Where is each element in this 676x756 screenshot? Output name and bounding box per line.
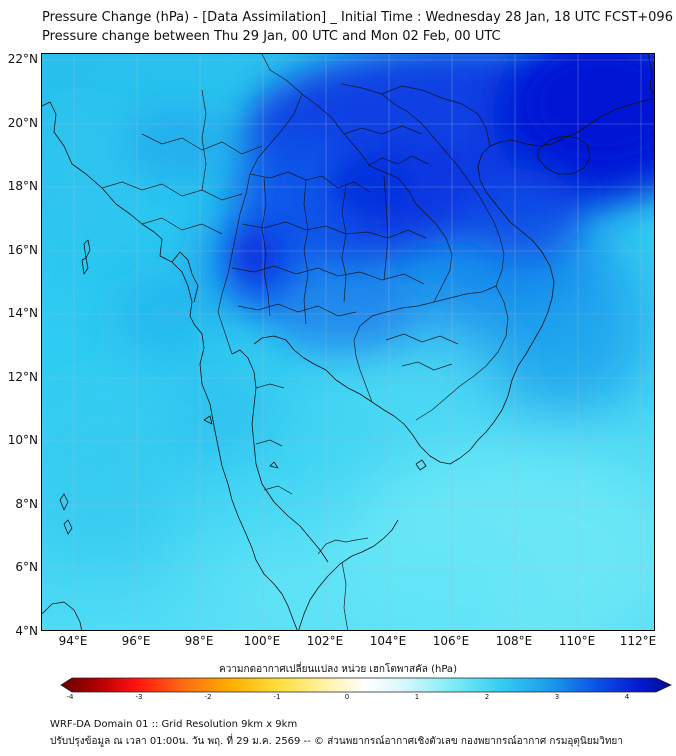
grid-lines (42, 54, 654, 630)
footer-credit: ปรับปรุงข้อมูล ณ เวลา 01:00น. วัน พฤ. ที… (50, 736, 623, 747)
pressure-field (42, 54, 654, 630)
colorbar-tick: -4 (66, 693, 74, 701)
coastlines (42, 54, 654, 630)
lat-label-8: 8°N (15, 497, 38, 511)
colorbar-tick: -2 (204, 693, 212, 701)
colorbar-tick: 4 (624, 693, 630, 701)
lat-label-16: 16°N (7, 243, 38, 257)
lat-label-10: 10°N (7, 433, 38, 447)
colorbar-tick: 2 (484, 693, 490, 701)
lat-label-4: 4°N (15, 624, 38, 638)
lon-label-104: 104°E (369, 634, 407, 648)
lon-label-98: 98°E (184, 634, 214, 648)
colorbar-tick: -3 (135, 693, 143, 701)
lat-label-22: 22°N (7, 52, 38, 66)
pressure-change-map (42, 54, 654, 630)
colorbar-tick: 3 (554, 693, 560, 701)
lat-label-18: 18°N (7, 179, 38, 193)
lon-label-96: 96°E (121, 634, 151, 648)
country-borders (101, 54, 509, 630)
lon-label-112: 112°E (619, 634, 657, 648)
map-title: Pressure Change (hPa) - [Data Assimilati… (42, 10, 673, 25)
lon-label-102: 102°E (306, 634, 344, 648)
colorbar (60, 677, 672, 693)
colorbar-title: ความกดอากาศเปลี่ยนแปลง หน่วย เฮกโตพาสคัล… (219, 664, 457, 675)
footer-model-info: WRF-DA Domain 01 :: Grid Resolution 9km … (50, 719, 298, 730)
colorbar-tick: 1 (414, 693, 420, 701)
colorbar-tick: -1 (273, 693, 281, 701)
lat-label-20: 20°N (7, 116, 38, 130)
colorbar-tick: 0 (344, 693, 350, 701)
map-subtitle: Pressure change between Thu 29 Jan, 00 U… (42, 29, 501, 44)
lon-label-106: 106°E (432, 634, 470, 648)
lat-label-6: 6°N (15, 560, 38, 574)
lat-label-12: 12°N (7, 370, 38, 384)
lon-label-108: 108°E (495, 634, 533, 648)
lat-label-14: 14°N (7, 306, 38, 320)
map-canvas (41, 53, 655, 631)
lon-label-110: 110°E (558, 634, 596, 648)
lon-label-100: 100°E (243, 634, 281, 648)
lon-label-94: 94°E (58, 634, 88, 648)
